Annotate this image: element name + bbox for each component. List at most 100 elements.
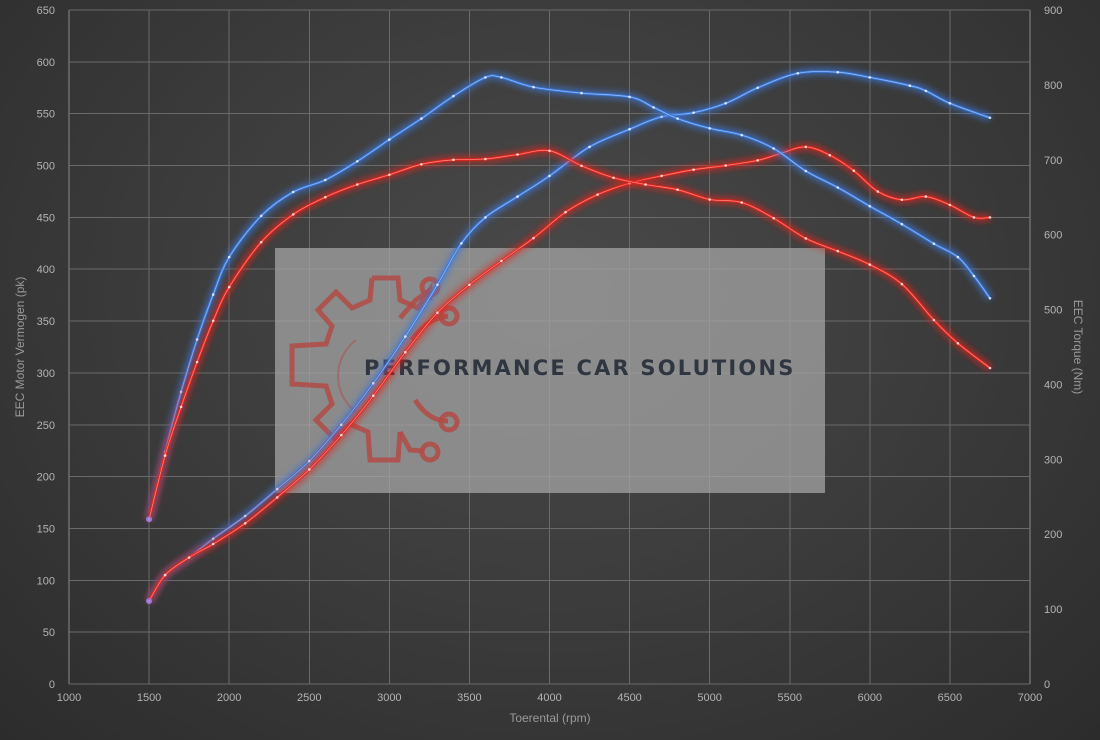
x-tick-label: 1000: [57, 692, 81, 704]
x-tick-label: 5500: [778, 692, 802, 704]
x-tick-label: 6500: [938, 692, 962, 704]
data-point: [291, 190, 295, 194]
series-layer: [145, 68, 993, 604]
data-point: [596, 193, 599, 196]
y-left-tick-label: 600: [37, 57, 55, 69]
data-point: [956, 255, 960, 259]
data-point: [420, 163, 423, 166]
data-point: [724, 102, 727, 105]
data-point: [932, 242, 936, 245]
y-left-tick-label: 300: [37, 368, 55, 380]
y-right-tick-label: 900: [1044, 5, 1062, 17]
data-point: [452, 94, 455, 98]
data-point: [372, 382, 375, 385]
data-point: [163, 573, 167, 577]
series-highlight: [148, 71, 991, 602]
y-right-tick-label: 800: [1044, 80, 1062, 92]
data-point: [484, 76, 487, 79]
data-point: [227, 255, 231, 259]
data-point: [724, 164, 727, 167]
y-left-tick-label: 400: [37, 264, 55, 276]
data-point: [644, 183, 647, 186]
y-right-tick-label: 0: [1044, 679, 1050, 691]
data-point: [500, 259, 503, 263]
series-right-blue-line: [145, 72, 993, 523]
data-point: [908, 84, 912, 87]
data-point: [972, 274, 976, 278]
data-point: [372, 394, 375, 398]
data-point: [500, 76, 503, 79]
data-point: [436, 283, 439, 287]
data-point: [868, 204, 872, 208]
y-right-tick-label: 200: [1044, 529, 1062, 541]
data-point: [404, 335, 407, 338]
data-point: [291, 213, 295, 216]
x-tick-label: 5000: [697, 692, 721, 704]
data-point: [948, 102, 952, 105]
data-point: [227, 285, 231, 289]
data-point: [324, 178, 327, 182]
data-point: [259, 214, 263, 218]
data-point: [772, 216, 775, 220]
data-point: [708, 127, 711, 130]
y-left-tick-label: 50: [43, 627, 55, 639]
data-point: [924, 195, 928, 198]
x-tick-label: 3000: [377, 692, 401, 704]
axis-titles: Toerental (rpm) EEC Motor Vermogen (pk) …: [13, 277, 1085, 725]
x-tick-label: 7000: [1018, 692, 1042, 704]
y-right-tick-label: 100: [1044, 604, 1062, 616]
data-point: [804, 169, 808, 173]
data-point: [211, 319, 215, 323]
data-point: [772, 147, 775, 150]
data-point: [756, 159, 759, 162]
data-point: [588, 145, 591, 149]
data-point: [516, 153, 519, 156]
data-point: [211, 542, 215, 546]
data-point: [163, 454, 167, 457]
data-point: [740, 201, 743, 204]
x-axis-title: Toerental (rpm): [509, 711, 590, 725]
data-point: [836, 70, 840, 74]
y-left-tick-label: 0: [49, 679, 55, 691]
data-point: [948, 203, 952, 207]
data-point: [692, 111, 695, 114]
data-point: [828, 153, 832, 157]
y-left-tick-label: 100: [37, 575, 55, 587]
data-point: [516, 195, 519, 198]
data-point: [756, 86, 759, 90]
data-point: [211, 293, 215, 296]
data-point: [340, 423, 343, 427]
y-left-tick-label: 250: [37, 420, 55, 432]
data-point: [308, 459, 311, 463]
series-right-red-line: [145, 146, 993, 523]
series-start-point: [146, 516, 153, 523]
data-point: [308, 468, 311, 471]
x-tick-label: 1500: [137, 692, 161, 704]
y-right-tick-label: 400: [1044, 379, 1062, 391]
data-point: [388, 173, 391, 177]
data-point: [924, 89, 928, 93]
data-point: [275, 487, 279, 491]
data-point: [804, 237, 808, 240]
data-point: [868, 76, 872, 79]
data-point: [532, 85, 535, 89]
data-point: [195, 360, 199, 364]
y-left-tick-label: 450: [37, 212, 55, 224]
data-point: [740, 133, 743, 137]
y-left-tick-label: 500: [37, 161, 55, 173]
data-point: [868, 263, 872, 266]
data-point: [988, 366, 992, 370]
y-right-tick-label: 600: [1044, 230, 1062, 242]
series-left-red-line: [146, 143, 992, 604]
data-point: [876, 190, 880, 193]
x-tick-label: 4000: [537, 692, 561, 704]
y-left-axis-title: EEC Motor Vermogen (pk): [13, 277, 27, 418]
data-point: [275, 496, 279, 499]
data-point: [356, 183, 359, 186]
watermark-text: PERFORMANCE CAR SOLUTIONS: [364, 356, 796, 380]
data-point: [179, 405, 183, 409]
data-point: [564, 210, 567, 214]
data-point: [460, 242, 463, 245]
data-point: [388, 138, 391, 141]
